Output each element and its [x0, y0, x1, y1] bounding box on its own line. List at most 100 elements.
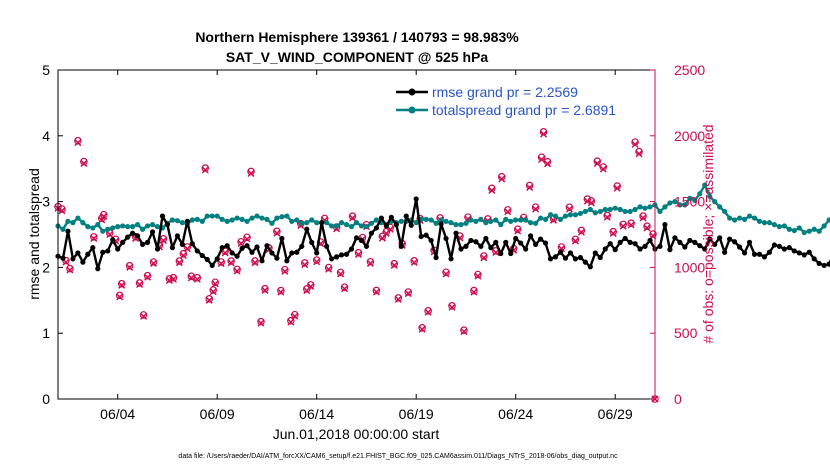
y-tick-label: 3	[42, 194, 50, 210]
rmse-point	[732, 239, 738, 245]
rmse-point	[115, 246, 121, 252]
spread-point	[209, 213, 215, 219]
rmse-point	[398, 243, 404, 249]
obs-assimilated-point	[514, 227, 522, 235]
spread-point	[169, 217, 176, 223]
obs-assimilated-point	[603, 213, 611, 221]
obs-possible-point	[394, 294, 403, 302]
spread-point	[284, 213, 290, 219]
obs-assimilated-point	[193, 275, 201, 283]
rmse-point	[513, 235, 519, 242]
y2-tick-label: 500	[674, 325, 698, 341]
spread-point	[249, 215, 255, 221]
spread-point	[746, 213, 753, 219]
spread-point	[324, 220, 330, 226]
obs-possible-point	[169, 273, 178, 282]
obs-assimilated-point	[74, 139, 82, 147]
spread-point	[632, 206, 638, 213]
rmse-point	[587, 264, 593, 270]
obs-assimilated-point	[243, 235, 251, 243]
rmse-point	[771, 242, 778, 248]
obs-assimilated-point	[587, 199, 595, 207]
rmse-point	[523, 246, 529, 252]
legend-spread-marker	[408, 106, 416, 114]
obs-assimilated-point	[448, 303, 456, 311]
obs-possible-point	[571, 235, 580, 244]
obs-assimilated-point	[100, 212, 108, 220]
obs-possible-point	[175, 257, 184, 265]
spread-point	[607, 206, 613, 213]
obs-possible-point	[480, 252, 488, 260]
rmse-point	[637, 246, 643, 252]
obs-possible-point	[410, 257, 419, 265]
spread-point	[537, 215, 544, 221]
spread-point	[304, 220, 310, 226]
rmse-point	[632, 241, 638, 247]
spread-point	[329, 223, 335, 229]
spread-point	[373, 217, 379, 223]
rmse-point	[159, 213, 166, 219]
rmse-point	[761, 254, 768, 260]
obs-assimilated-point	[201, 166, 209, 174]
spread-point	[488, 218, 494, 224]
spread-point	[806, 228, 812, 234]
spread-point	[85, 224, 91, 230]
x-tick-label: 06/29	[598, 406, 633, 422]
obs-possible-point	[613, 182, 621, 190]
obs-possible-point	[217, 258, 225, 266]
obs-possible-point	[627, 219, 635, 227]
obs-possible-point	[143, 271, 152, 280]
obs-possible-point	[503, 206, 512, 214]
spread-point	[314, 220, 320, 226]
obs-possible-point	[205, 295, 214, 303]
rmse-point	[518, 240, 524, 246]
rmse-point	[294, 249, 300, 255]
obs-possible-point	[243, 233, 251, 242]
spread-point	[801, 229, 807, 236]
obs-possible-point	[448, 302, 456, 310]
spread-point	[135, 222, 141, 228]
rmse-point	[567, 250, 574, 256]
obs-assimilated-point	[273, 229, 281, 237]
y2-tick-label: 1500	[674, 194, 705, 210]
rmse-point	[533, 241, 539, 247]
spread-point	[712, 199, 718, 205]
rmse-point	[314, 250, 320, 256]
obs-possible-point	[474, 270, 482, 279]
rmse-point	[423, 232, 429, 238]
obs-assimilated-point	[187, 274, 195, 282]
spread-point	[533, 220, 539, 226]
right-y-axis: 0 500 1000 1500 2000 2500	[650, 62, 705, 407]
obs-possible-point	[497, 173, 506, 181]
obs-possible-point	[390, 259, 399, 268]
rmse-point	[796, 250, 802, 256]
spread-point	[707, 193, 713, 199]
rmse-point	[144, 239, 151, 245]
rmse-point	[826, 261, 830, 267]
spread-point	[259, 215, 265, 221]
rmse-point	[642, 243, 648, 249]
rmse-point	[329, 256, 335, 262]
spread-point	[115, 224, 121, 230]
obs-possible-point	[460, 326, 468, 334]
spread-point	[523, 217, 529, 223]
obs-possible-point	[221, 247, 229, 256]
rmse-point	[503, 239, 509, 245]
obs-possible-point	[281, 265, 289, 274]
legend-spread-label: totalspread grand pr = 2.6891	[432, 102, 616, 118]
y-tick-label: 5	[42, 62, 50, 78]
spread-point	[717, 204, 723, 210]
spread-point	[139, 226, 146, 232]
rmse-point	[508, 250, 514, 257]
rmse-point	[373, 225, 379, 231]
rmse-point	[562, 255, 569, 261]
y2-tick-label: 2000	[674, 128, 705, 144]
obs-assimilated-point	[532, 205, 540, 213]
obs-possible-point	[227, 257, 235, 265]
spread-point	[125, 224, 131, 230]
spread-point	[358, 223, 365, 229]
obs-assimilated-point	[410, 259, 418, 267]
rmse-point	[249, 249, 255, 255]
rmse-point	[816, 260, 822, 267]
rmse-point	[488, 245, 494, 251]
